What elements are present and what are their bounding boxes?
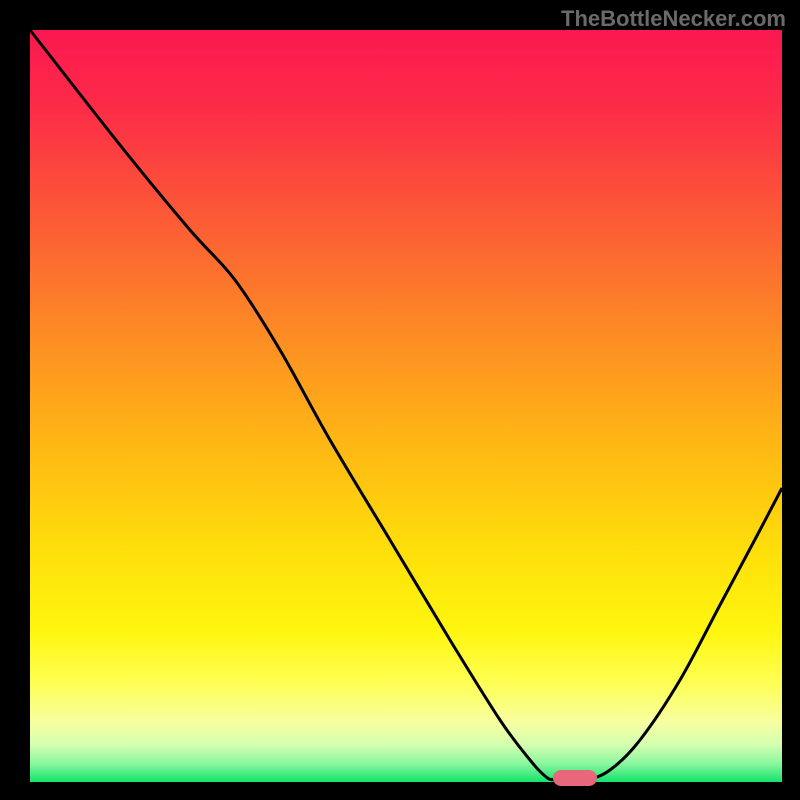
optimal-marker (553, 770, 597, 786)
curve-layer (30, 30, 782, 782)
plot-area (30, 30, 782, 782)
watermark-text: TheBottleNecker.com (561, 6, 786, 32)
bottleneck-curve (30, 30, 782, 781)
